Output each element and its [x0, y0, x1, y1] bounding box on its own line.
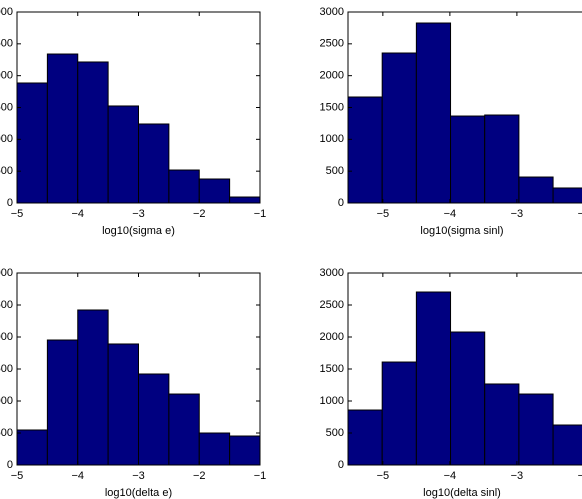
x-tick-label: −4 — [71, 470, 84, 482]
x-tick-label: −5 — [11, 470, 24, 482]
x-tick-label: −5 — [377, 208, 390, 220]
x-axis-label: log10(sigma sinl) — [420, 225, 503, 237]
histogram-bar — [415, 291, 452, 466]
x-tick-label: −5 — [11, 208, 24, 220]
y-tick-label: 1000 — [320, 133, 344, 145]
histogram-bar — [16, 82, 48, 204]
x-axis-label: log10(delta sinl) — [423, 487, 501, 499]
y-tick-label: 3000 — [320, 6, 344, 18]
y-tick-label: 1500 — [0, 363, 13, 375]
y-tick-label: 1000 — [0, 133, 13, 145]
histogram-bar — [518, 393, 554, 466]
x-axis-label: log10(sigma e) — [102, 225, 175, 237]
y-tick-label: 2000 — [0, 331, 13, 343]
histogram-bar — [138, 373, 170, 466]
histogram-bar — [381, 361, 417, 466]
y-tick-label: 1500 — [320, 101, 344, 113]
histogram-bar — [77, 61, 109, 204]
histogram-bar — [552, 424, 582, 466]
histogram-bar — [552, 187, 582, 204]
histogram-bar — [347, 96, 383, 204]
y-tick-label: 3000 — [320, 267, 344, 279]
histogram-bar — [198, 432, 231, 466]
y-tick-label: 500 — [0, 165, 13, 177]
histogram-bar — [381, 52, 417, 204]
histogram-bar — [16, 429, 48, 466]
y-tick-label: 2500 — [0, 38, 13, 50]
y-tick-label: 0 — [7, 459, 13, 471]
x-tick-label: −2 — [193, 208, 206, 220]
x-tick-label: −2 — [578, 470, 582, 482]
histogram-bar — [77, 309, 109, 466]
x-tick-label: −5 — [377, 470, 390, 482]
histogram-bar — [484, 383, 520, 466]
y-tick-label: 500 — [326, 165, 344, 177]
y-tick-label: 1500 — [320, 363, 344, 375]
histogram-bar — [518, 176, 554, 204]
y-tick-label: 2500 — [320, 299, 344, 311]
histogram-bar — [46, 339, 79, 466]
y-tick-label: 1000 — [0, 395, 13, 407]
histogram-bar — [347, 409, 383, 466]
y-tick-label: 2000 — [320, 70, 344, 82]
y-tick-label: 0 — [338, 459, 344, 471]
y-tick-label: 2500 — [320, 38, 344, 50]
histogram-bar — [107, 343, 139, 466]
x-tick-label: −1 — [254, 208, 267, 220]
x-tick-label: −3 — [511, 470, 524, 482]
y-tick-label: 1500 — [0, 101, 13, 113]
histogram-bar — [198, 178, 231, 204]
histogram-bar — [107, 105, 139, 204]
x-tick-label: −2 — [578, 208, 582, 220]
histogram-bar — [46, 53, 79, 204]
y-tick-label: 2000 — [320, 331, 344, 343]
x-tick-label: −4 — [71, 208, 84, 220]
x-tick-label: −2 — [193, 470, 206, 482]
histogram-bar — [168, 169, 200, 204]
histogram-bar — [229, 196, 261, 204]
histogram-bar — [450, 331, 486, 466]
x-axis-label: log10(delta e) — [105, 487, 172, 499]
histogram-bar — [415, 22, 452, 204]
y-tick-label: 500 — [326, 427, 344, 439]
y-tick-label: 500 — [0, 427, 13, 439]
histogram-bar — [484, 114, 520, 204]
y-tick-label: 3000 — [0, 267, 13, 279]
y-tick-label: 0 — [338, 197, 344, 209]
y-tick-label: 3000 — [0, 6, 13, 18]
y-tick-label: 2500 — [0, 299, 13, 311]
x-tick-label: −3 — [132, 208, 145, 220]
histogram-bar — [138, 123, 170, 204]
y-tick-label: 2000 — [0, 70, 13, 82]
y-tick-label: 1000 — [320, 395, 344, 407]
histogram-bar — [450, 115, 486, 204]
x-tick-label: −4 — [444, 470, 457, 482]
y-tick-label: 0 — [7, 197, 13, 209]
x-tick-label: −3 — [132, 470, 145, 482]
x-tick-label: −4 — [444, 208, 457, 220]
x-tick-label: −3 — [511, 208, 524, 220]
histogram-bar — [168, 393, 200, 466]
histogram-bar — [229, 435, 261, 466]
x-tick-label: −1 — [254, 470, 267, 482]
